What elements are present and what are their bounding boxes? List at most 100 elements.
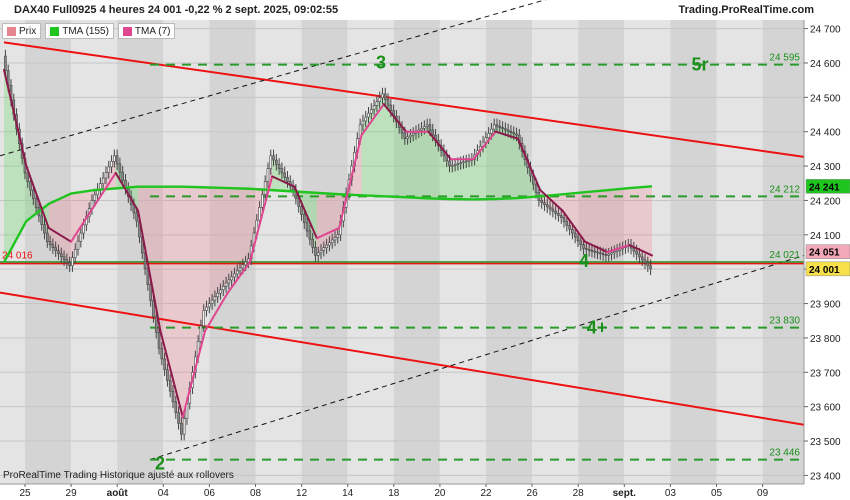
price-candle [29, 181, 32, 191]
price-candle [300, 206, 303, 215]
tma7-segment [271, 175, 296, 188]
price-candle [45, 232, 49, 242]
price-candle [48, 241, 52, 245]
x-tick-label: 03 [665, 488, 677, 499]
x-tick-label: 28 [573, 488, 585, 499]
price-candle [495, 124, 499, 127]
price-candle [177, 412, 180, 424]
time-axis: 25 29 août 04 06 08 12 14 18 20 22 26 28 sept. 03 05 09 [0, 483, 850, 500]
legend-swatch-tma155 [50, 26, 60, 36]
price-candle [596, 251, 599, 254]
x-tick-label: 26 [527, 488, 539, 499]
axis-price-box [805, 179, 850, 194]
bg-stripe [532, 20, 579, 484]
legend-label: TMA (155) [62, 25, 109, 37]
price-candle [512, 132, 516, 135]
price-candle [607, 253, 611, 256]
tma7-segment [583, 240, 609, 253]
price-candle [68, 262, 71, 267]
bg-stripe [255, 20, 302, 484]
price-candle [361, 120, 365, 126]
tma7-segment [382, 103, 408, 133]
price-candle [562, 217, 566, 222]
price-candle [261, 194, 264, 208]
price-candle [573, 232, 577, 238]
bg-stripe [439, 20, 486, 484]
price-candle [576, 236, 580, 242]
price-candle [160, 347, 164, 360]
price-candle [389, 104, 393, 111]
tma7-segment [159, 330, 184, 418]
price-candle [582, 244, 585, 249]
price-candle [166, 369, 169, 381]
cloud-segment [182, 186, 206, 435]
price-candle [54, 247, 57, 252]
cloud-segment [540, 194, 563, 218]
price-candle [534, 183, 538, 193]
price-candle [543, 202, 546, 206]
price-candle [501, 127, 504, 129]
bg-stripe [347, 20, 394, 484]
price-candle [207, 303, 211, 308]
cloud-segment [205, 187, 228, 311]
cloud-segment [450, 159, 474, 200]
price-candle [174, 401, 178, 413]
price-candle [565, 221, 569, 226]
price-candle [548, 206, 552, 210]
price-candle [286, 176, 289, 182]
axis-price-box [805, 261, 850, 277]
price-candle [57, 250, 60, 255]
level-label: 24 212 [769, 184, 800, 195]
cloud-segment [607, 188, 630, 256]
price-candle [149, 284, 152, 301]
annotations: 3 5r 4 4+ 2 [155, 53, 709, 474]
tma7-segment [92, 171, 117, 209]
y-tick-label: 23 600 [810, 403, 841, 414]
x-tick-label: 29 [66, 488, 78, 499]
price-candle [314, 246, 317, 256]
price-candle [635, 250, 638, 255]
level-label: 23 446 [769, 448, 800, 459]
cloud-segment [495, 124, 518, 200]
price-candle [65, 259, 69, 264]
price-candle [462, 161, 465, 164]
cloud-segment [160, 186, 183, 435]
price-candle [490, 128, 493, 134]
price-candle [263, 181, 267, 195]
x-tick-label: 12 [296, 488, 308, 499]
price-candle [604, 254, 608, 256]
tma7-segment [561, 209, 586, 243]
x-tick-label: 05 [711, 488, 723, 499]
cloud-segment [584, 190, 608, 256]
bg-stripe [486, 20, 533, 484]
legend-item-tma7[interactable]: TMA (7) [117, 23, 176, 39]
legend-item-price[interactable]: Prix [2, 23, 42, 39]
legend-label: TMA (7) [134, 25, 171, 37]
y-tick-label: 24 400 [810, 128, 841, 139]
price-candle [411, 133, 415, 136]
price-candle [450, 164, 454, 167]
price-candle [182, 418, 186, 435]
cloud-segment [473, 124, 496, 200]
price-candle [110, 161, 113, 168]
price-candle [643, 259, 647, 264]
legend-item-tma155[interactable]: TMA (155) [45, 23, 114, 39]
price-candle [492, 124, 496, 130]
price-candle [640, 256, 644, 261]
price-candle [180, 423, 183, 435]
cloud-segment [316, 192, 340, 256]
price-candle [431, 129, 435, 136]
cloud-segment [249, 155, 273, 259]
legend-swatch-tma7 [122, 26, 132, 36]
price-candle [571, 228, 574, 234]
wave-label-3: 3 [376, 53, 386, 73]
tma7-segment [427, 130, 452, 161]
price-candle [269, 155, 273, 169]
cloud-segment [48, 193, 72, 266]
price-candle [241, 264, 245, 269]
price-candle [308, 230, 312, 240]
price-candle [79, 232, 83, 242]
y-tick-label: 23 500 [810, 437, 841, 448]
price-candle [40, 215, 44, 225]
